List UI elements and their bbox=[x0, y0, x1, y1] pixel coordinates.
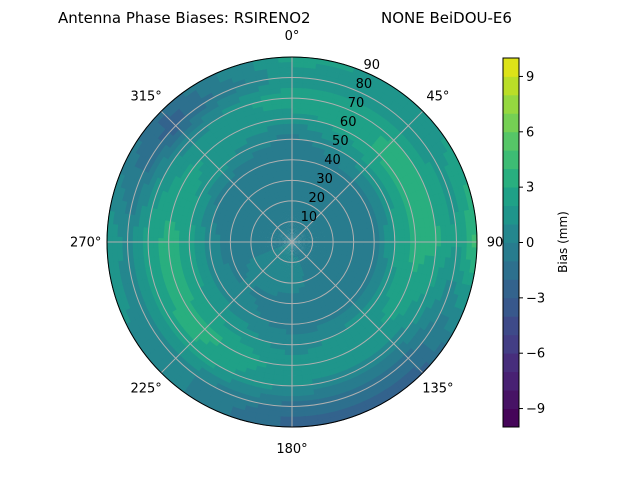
colorbar-level bbox=[503, 316, 519, 335]
colorbar-level bbox=[503, 150, 519, 169]
contour-cell bbox=[179, 245, 185, 254]
contour-cell bbox=[283, 123, 293, 129]
angle-tick-label: 270° bbox=[70, 236, 101, 251]
contour-cell bbox=[278, 62, 292, 68]
contour-cell bbox=[285, 149, 292, 155]
angle-tick-label: 45° bbox=[426, 90, 449, 105]
contour-cell bbox=[173, 245, 179, 255]
colorbar-tick-label: −3 bbox=[526, 291, 545, 306]
colorbar-level bbox=[503, 206, 519, 225]
contour-cell bbox=[194, 245, 200, 253]
contour-cell bbox=[291, 344, 300, 350]
contour-cell bbox=[379, 232, 385, 240]
contour-cell bbox=[358, 234, 364, 240]
colorbar-tick-label: −6 bbox=[526, 347, 545, 362]
chart-title-left: Antenna Phase Biases: RSIRENO2 bbox=[58, 9, 311, 27]
radial-tick-label: 10 bbox=[301, 210, 318, 225]
contour-cell bbox=[285, 154, 292, 160]
chart-title-right: NONE BeiDOU-E6 bbox=[381, 9, 512, 27]
contour-cell bbox=[291, 375, 302, 381]
contour-cell bbox=[280, 82, 293, 88]
colorbar-tick-label: 6 bbox=[526, 125, 534, 140]
contour-cell bbox=[280, 87, 292, 93]
radial-tick-label: 20 bbox=[308, 191, 325, 206]
colorbar-level bbox=[503, 243, 519, 262]
radial-tick-label: 40 bbox=[324, 153, 341, 168]
contour-cell bbox=[220, 244, 226, 250]
contour-cell bbox=[291, 370, 302, 376]
colorbar-level bbox=[503, 261, 519, 280]
contour-cell bbox=[399, 230, 405, 239]
colorbar-level bbox=[503, 390, 519, 409]
colorbar-level bbox=[503, 279, 519, 298]
colorbar-tick-label: −9 bbox=[526, 402, 545, 417]
contour-cell bbox=[291, 416, 305, 422]
colorbar-level bbox=[503, 353, 519, 372]
contour-cell bbox=[285, 144, 293, 150]
colorbar-level bbox=[503, 76, 519, 95]
colorbar-level bbox=[503, 58, 519, 77]
contour-cell bbox=[291, 350, 300, 356]
contour-cell bbox=[282, 108, 293, 114]
contour-cell bbox=[384, 231, 390, 239]
angle-tick-label: 315° bbox=[130, 90, 161, 105]
contour-cell bbox=[282, 113, 292, 119]
colorbar-tick-label: 0 bbox=[526, 236, 534, 251]
radial-tick-label: 30 bbox=[316, 172, 333, 187]
colorbar-level bbox=[503, 113, 519, 132]
contour-cell bbox=[199, 245, 205, 253]
contour-cell bbox=[282, 103, 293, 109]
contour-cell bbox=[286, 165, 292, 171]
colorbar-label: Bias (mm) bbox=[556, 211, 570, 273]
colorbar-tick-label: 3 bbox=[526, 181, 534, 196]
contour-cell bbox=[404, 229, 410, 239]
radial-tick-label: 60 bbox=[340, 115, 357, 130]
radial-tick-label: 90 bbox=[364, 58, 381, 73]
contour-cell bbox=[291, 391, 303, 397]
angle-tick-label: 0° bbox=[285, 29, 300, 44]
contour-cell bbox=[291, 355, 301, 361]
colorbar-level bbox=[503, 298, 519, 317]
contour-cell bbox=[284, 134, 293, 140]
colorbar-level bbox=[503, 372, 519, 391]
contour-cell bbox=[291, 396, 304, 402]
colorbar-level bbox=[503, 169, 519, 188]
contour-cell bbox=[215, 244, 221, 250]
contour-cell bbox=[283, 129, 292, 135]
colorbar-level bbox=[503, 132, 519, 151]
angle-tick-label: 225° bbox=[130, 381, 161, 396]
colorbar-level bbox=[503, 224, 519, 243]
contour-cell bbox=[291, 334, 299, 340]
contour-cell bbox=[364, 233, 370, 239]
polar-grid bbox=[107, 57, 477, 427]
radial-tick-label: 80 bbox=[356, 77, 373, 92]
colorbar-level bbox=[503, 335, 519, 354]
contour-cell bbox=[292, 324, 299, 330]
angle-tick-label: 135° bbox=[422, 381, 453, 396]
colorbar-level bbox=[503, 187, 519, 206]
colorbar-tick-label: 9 bbox=[526, 70, 534, 85]
contour-cell bbox=[292, 329, 299, 335]
colorbar: −9 −6 −3 0 3 6 9 bbox=[503, 58, 545, 427]
colorbar-level bbox=[503, 95, 519, 114]
contour-cell bbox=[292, 314, 298, 320]
radial-tick-label: 70 bbox=[348, 96, 365, 111]
radial-tick-label: 50 bbox=[332, 134, 349, 149]
contour-cell bbox=[279, 67, 293, 73]
colorbar-level bbox=[503, 409, 519, 428]
contour-cell bbox=[291, 365, 301, 371]
contour-cell bbox=[291, 411, 305, 417]
angle-tick-label: 180° bbox=[276, 442, 307, 457]
